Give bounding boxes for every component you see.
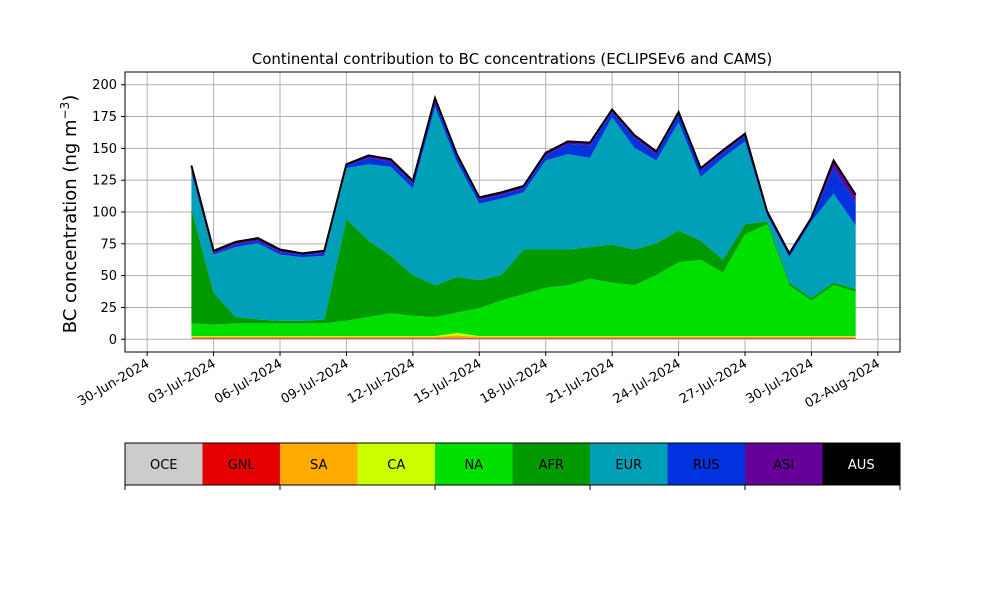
colorbar-label-afr: AFR (539, 458, 564, 473)
area-rus (191, 101, 856, 258)
y-tick-label-6: 150 (92, 142, 117, 157)
y-tick-label-5: 125 (92, 174, 117, 189)
colorbar-swatch-na (435, 443, 513, 485)
area-eur (191, 107, 856, 321)
x-tick-label-3: 09-Jul-2024 (279, 356, 352, 407)
y-tick-label-4: 100 (92, 206, 117, 221)
colorbar-label-ca: CA (387, 458, 405, 473)
x-tick-label-2: 06-Jul-2024 (212, 356, 285, 407)
area-sa (191, 335, 856, 338)
colorbar-label-sa: SA (310, 458, 327, 473)
x-tick-label-1: 03-Jul-2024 (146, 356, 219, 407)
colorbar-label-rus: RUS (693, 458, 720, 473)
area-oce (191, 338, 856, 340)
y-tick-label-8: 200 (92, 78, 117, 93)
colorbar-legend: OCE GNL SA CA NA AFR EUR RUS ASI AUS (124, 442, 901, 490)
y-axis-label: BC concentration (ng m−3) (58, 95, 81, 334)
colorbar-label-asi: ASI (773, 458, 794, 473)
colorbar-swatch-gnl (202, 443, 281, 485)
x-tick-label-8: 24-Jul-2024 (611, 356, 684, 407)
colorbar-label-aus: AUS (848, 458, 875, 473)
x-tick-label-6: 18-Jul-2024 (478, 356, 551, 407)
colorbar-swatch-afr (512, 443, 591, 485)
y-tick-label-1: 25 (100, 301, 117, 316)
colorbar-frame (124, 442, 901, 486)
colorbar-swatch-rus (667, 443, 746, 485)
y-tick-label-2: 50 (100, 269, 117, 284)
colorbar-label-eur: EUR (615, 458, 642, 473)
y-tick-label-3: 75 (100, 237, 117, 252)
y-tick-label-7: 175 (92, 110, 117, 125)
y-tick-label-0: 0 (109, 333, 117, 348)
colorbar-label-na: NA (464, 458, 483, 473)
chart-title: Continental contribution to BC concentra… (252, 50, 773, 68)
colorbar-swatch-sa (280, 443, 358, 485)
total-line (190, 94, 857, 256)
area-ca (191, 332, 856, 337)
y-axis-label-sup: −3 (58, 102, 72, 120)
svg-text:BC concentration (ng m−3): BC concentration (ng m−3) (58, 95, 81, 334)
area-na (191, 224, 856, 337)
x-tick-label-9: 27-Jul-2024 (677, 356, 750, 407)
y-axis-label-text: BC concentration (ng m (60, 119, 81, 333)
x-tick-label-11: 02-Aug-2024 (803, 356, 883, 411)
y-axis-label-close: ) (60, 95, 81, 102)
x-tick-label-7: 21-Jul-2024 (544, 356, 617, 407)
plot-area: 0 25 50 75 100 125 150 175 200 30-Jun-202403-Jul-… (75, 71, 901, 412)
colorbar-swatch-eur (590, 443, 668, 485)
area-afr (191, 208, 856, 325)
x-tick-label-5: 15-Jul-2024 (411, 356, 484, 407)
colorbar-swatch-ca (357, 443, 436, 485)
stacked-areas (190, 94, 857, 340)
colorbar-swatch-asi (745, 443, 823, 485)
area-gnl (191, 338, 856, 339)
colorbar-label-oce: OCE (150, 458, 178, 473)
colorbar-label-gnl: GNL (228, 458, 256, 473)
x-tick-label-0: 30-Jun-2024 (75, 356, 152, 409)
x-tick-label-4: 12-Jul-2024 (345, 356, 418, 407)
colorbar-swatch-aus (822, 443, 901, 485)
colorbar-swatch-oce (125, 443, 203, 485)
